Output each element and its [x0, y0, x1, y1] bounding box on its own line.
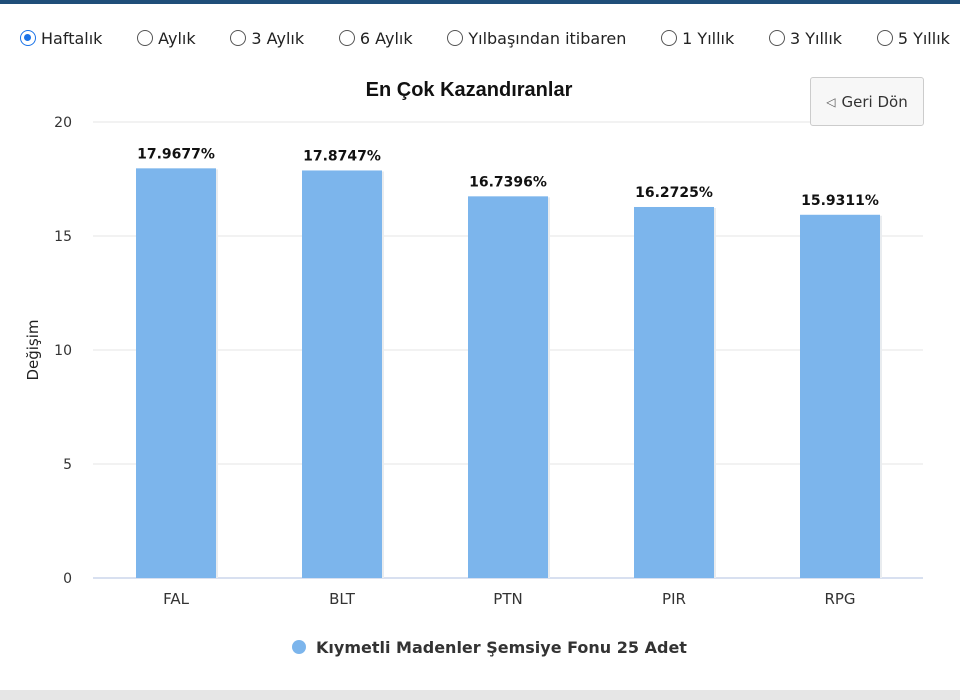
radio-unselected-icon[interactable]: [137, 30, 154, 46]
triangle-left-icon: ◁: [826, 94, 836, 109]
radio-unselected-icon[interactable]: [661, 30, 678, 46]
y-tick-label: 15: [54, 229, 72, 245]
period-option-label: Yılbaşından itibaren: [468, 28, 627, 48]
radio-unselected-icon[interactable]: [768, 30, 785, 46]
bar-fal[interactable]: [136, 168, 216, 579]
top-accent-strip: [0, 0, 960, 4]
period-option-weekly[interactable]: Haftalık: [20, 29, 102, 48]
period-option-label: 5 Yıllık: [897, 28, 950, 48]
radio-selected-icon[interactable]: [20, 30, 36, 46]
y-tick-label: 5: [63, 457, 72, 473]
bars: [136, 168, 882, 579]
x-axis-ticks: FAL BLT PTN PIR RPG: [163, 590, 855, 608]
period-option-3-years[interactable]: 3 Yıllık: [768, 28, 843, 48]
period-option-1-year[interactable]: 1 Yıllık: [661, 29, 734, 48]
period-option-5-years[interactable]: 5 Yıllık: [876, 28, 950, 48]
x-tick-label: RPG: [824, 590, 855, 608]
y-tick-label: 20: [54, 115, 72, 131]
radio-unselected-icon[interactable]: [876, 30, 893, 46]
period-option-monthly[interactable]: Aylık: [137, 28, 196, 48]
back-button-label: Geri Dön: [841, 92, 908, 111]
radio-unselected-icon[interactable]: [230, 30, 247, 46]
period-option-label: 1 Yıllık: [682, 28, 735, 48]
back-button[interactable]: ◁ Geri Dön: [810, 77, 924, 126]
legend[interactable]: Kıymetli Madenler Şemsiye Fonu 25 Adet: [292, 638, 687, 657]
bar-blt[interactable]: [302, 170, 382, 578]
bar-rpg[interactable]: [800, 214, 880, 578]
data-label: 16.7396%: [469, 174, 547, 190]
radio-unselected-icon[interactable]: [447, 30, 464, 46]
legend-marker-icon: [292, 640, 306, 654]
period-option-label: 3 Yıllık: [789, 28, 843, 48]
data-label: 17.8747%: [303, 148, 381, 164]
x-tick-label: FAL: [163, 590, 190, 608]
y-axis-ticks: 0 5 10 15 20: [54, 115, 72, 587]
data-label: 16.2725%: [635, 185, 713, 201]
legend-label: Kıymetli Madenler Şemsiye Fonu 25 Adet: [316, 638, 687, 657]
gainers-bar-chart: En Çok Kazandıranlar Değişim 0 5 10 15 20 17…: [24, 79, 923, 657]
chart-title: En Çok Kazandıranlar: [366, 79, 573, 101]
period-option-label: Haftalık: [41, 28, 103, 48]
y-tick-label: 0: [63, 571, 72, 587]
period-option-3-months[interactable]: 3 Aylık: [230, 29, 304, 48]
period-option-label: 3 Aylık: [251, 28, 305, 48]
x-tick-label: BLT: [329, 590, 356, 608]
radio-unselected-icon[interactable]: [338, 30, 355, 46]
x-tick-label: PTN: [493, 590, 522, 608]
bar-ptn[interactable]: [468, 196, 548, 579]
data-label: 17.9677%: [137, 146, 215, 162]
x-tick-label: PIR: [662, 590, 686, 608]
data-labels: 17.9677% 17.8747% 16.7396% 16.2725% 15.9311%: [137, 146, 879, 208]
period-option-ytd[interactable]: Yılbaşından itibaren: [447, 29, 626, 48]
y-tick-label: 10: [54, 343, 72, 359]
period-option-label: Aylık: [158, 28, 196, 48]
bottom-divider: [0, 690, 960, 700]
period-selector: Haftalık Aylık 3 Aylık 6 Aylık Yılbaşınd…: [20, 24, 950, 52]
period-option-label: 6 Aylık: [359, 28, 413, 48]
bar-pir[interactable]: [634, 206, 714, 578]
y-axis-title: Değişim: [24, 319, 42, 380]
data-label: 15.9311%: [801, 193, 879, 209]
period-option-6-months[interactable]: 6 Aylık: [338, 28, 413, 48]
